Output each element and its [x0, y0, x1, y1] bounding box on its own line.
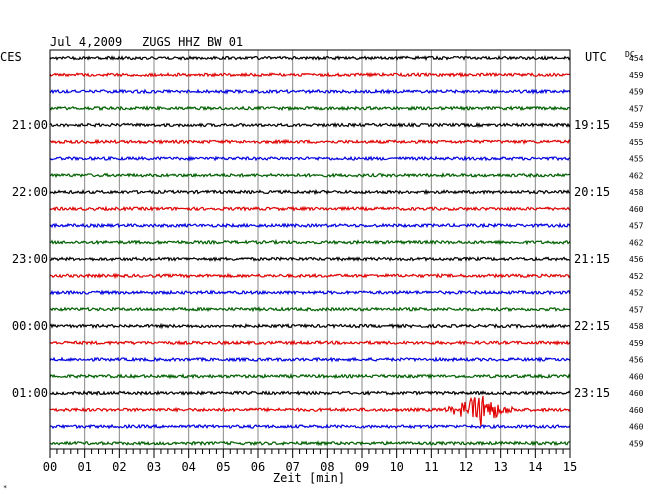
dc-value: 457: [629, 222, 644, 231]
trace-18: [49, 339, 571, 346]
dc-value: 457: [629, 305, 644, 314]
trace-12: [49, 238, 571, 246]
trace-10: [49, 205, 571, 212]
trace-5: [49, 121, 571, 129]
left-time-label: 22:00: [12, 185, 48, 199]
plot-frame: [49, 49, 571, 450]
x-tick-label-11: 11: [424, 460, 438, 474]
trace-21: [49, 389, 571, 397]
dc-value: 459: [629, 339, 644, 348]
x-tick-label-06: 06: [251, 460, 265, 474]
chart-labels: 00 01 02 03 04 05 06 07 08 09 10 11 12 13 14 15 21:00 22:…: [12, 54, 644, 474]
dc-value: 456: [629, 255, 644, 264]
x-tick-label-02: 02: [112, 460, 126, 474]
right-time-label: 23:15: [574, 386, 610, 400]
dc-value: 460: [629, 372, 644, 381]
left-time-label: 01:00: [12, 386, 48, 400]
dc-value: 455: [629, 155, 644, 164]
x-tick-label-00: 00: [43, 460, 57, 474]
dc-value: 460: [629, 389, 644, 398]
dc-value: 455: [629, 138, 644, 147]
trace-6: [49, 138, 571, 145]
dc-value: 459: [629, 88, 644, 97]
dc-value: 452: [629, 289, 644, 298]
x-tick-label-10: 10: [389, 460, 403, 474]
right-time-label: 20:15: [574, 185, 610, 199]
trace-8: [49, 172, 571, 179]
x-tick-label-13: 13: [493, 460, 507, 474]
right-time-label: 19:15: [574, 118, 610, 132]
trace-13: [49, 256, 571, 263]
right-time-label: 21:15: [574, 252, 610, 266]
trace-17: [49, 322, 571, 330]
left-time-label: 21:00: [12, 118, 48, 132]
x-tick-label-12: 12: [459, 460, 473, 474]
dc-column-label: DC: [625, 50, 635, 59]
x-tick-label-14: 14: [528, 460, 542, 474]
left-timezone-label: CES: [0, 50, 22, 64]
dc-value: 459: [629, 121, 644, 130]
header-date: Jul 4,2009: [50, 35, 122, 49]
dc-value: 454: [629, 54, 644, 63]
trace-14: [49, 272, 571, 280]
trace-22: [49, 395, 571, 427]
dc-value: 462: [629, 171, 644, 180]
dc-value: 459: [629, 71, 644, 80]
dc-value: 457: [629, 104, 644, 113]
dc-value: 458: [629, 322, 644, 331]
dc-value: 460: [629, 205, 644, 214]
x-tick-label-07: 07: [285, 460, 299, 474]
x-axis-ticks: [49, 449, 571, 458]
trace-11: [49, 222, 571, 229]
trace-4: [49, 105, 571, 112]
dc-value: 456: [629, 356, 644, 365]
dc-value: 459: [629, 439, 644, 448]
trace-15: [49, 289, 571, 296]
x-tick-label-09: 09: [355, 460, 369, 474]
trace-24: [49, 440, 571, 447]
x-tick-label-15: 15: [563, 460, 577, 474]
trace-20: [49, 373, 571, 380]
left-time-label: 23:00: [12, 252, 48, 266]
left-time-label: 00:00: [12, 319, 48, 333]
dc-value: 460: [629, 406, 644, 415]
right-timezone-label: UTC: [585, 50, 607, 64]
trace-1: [49, 54, 571, 62]
x-tick-label-04: 04: [181, 460, 195, 474]
trace-9: [49, 188, 571, 196]
trace-2: [49, 71, 571, 78]
trace-3: [49, 88, 571, 95]
x-tick-label-01: 01: [77, 460, 91, 474]
corner-mark: *: [3, 484, 7, 492]
trace-23: [49, 423, 571, 430]
trace-16: [49, 306, 571, 313]
trace-19: [49, 356, 571, 363]
header-station: ZUGS HHZ BW 01: [142, 35, 243, 49]
seismic-traces: [49, 54, 571, 447]
dc-value: 462: [629, 238, 644, 247]
trace-7: [49, 155, 571, 162]
grid-lines: [84, 50, 536, 449]
dc-value: 452: [629, 272, 644, 281]
x-tick-label-05: 05: [216, 460, 230, 474]
x-tick-label-08: 08: [320, 460, 334, 474]
x-axis-label: Zeit [min]: [273, 471, 345, 485]
dc-value: 458: [629, 188, 644, 197]
dc-value: 460: [629, 423, 644, 432]
x-tick-label-03: 03: [147, 460, 161, 474]
right-time-label: 22:15: [574, 319, 610, 333]
